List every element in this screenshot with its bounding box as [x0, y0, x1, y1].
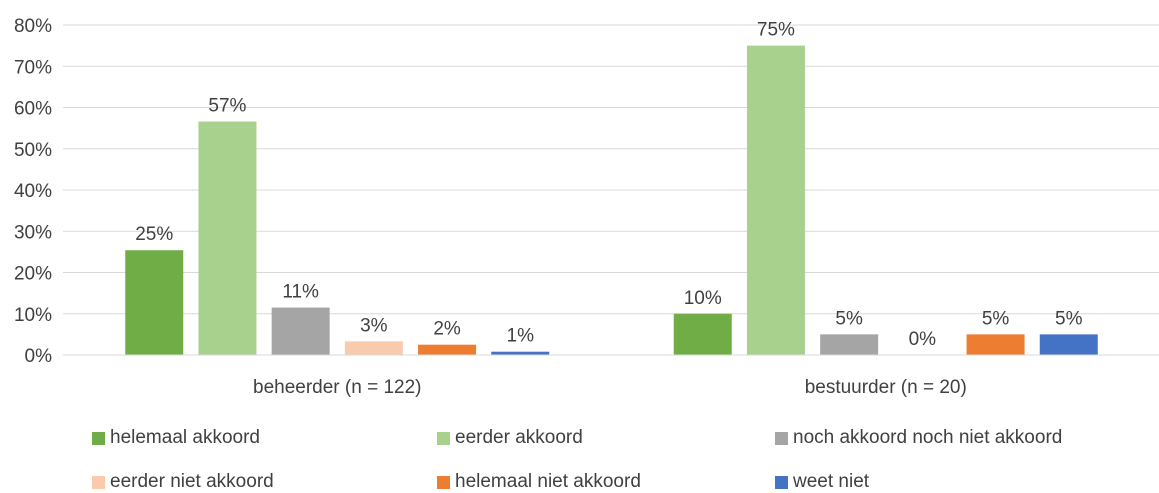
data-label: 75% — [757, 20, 795, 41]
y-tick-label: 60% — [14, 99, 52, 120]
bar — [673, 313, 732, 355]
data-label: 1% — [507, 326, 535, 347]
x-category-label: beheerder (n = 122) — [253, 377, 421, 398]
y-tick-label: 40% — [14, 181, 52, 202]
y-tick-label: 70% — [14, 57, 52, 78]
bar — [418, 344, 477, 355]
bar — [271, 307, 330, 355]
data-label: 5% — [835, 308, 863, 329]
y-tick-label: 0% — [25, 346, 53, 367]
bar — [344, 341, 403, 355]
data-label: 10% — [684, 288, 722, 309]
data-label: 11% — [282, 282, 319, 303]
data-label: 57% — [208, 96, 246, 117]
bar — [491, 351, 550, 355]
data-label: 5% — [1055, 308, 1083, 329]
y-tick-label: 20% — [14, 264, 52, 285]
bar — [125, 250, 184, 355]
bar — [746, 45, 805, 355]
y-tick-label: 80% — [14, 16, 52, 37]
bar — [1039, 334, 1098, 355]
bar — [966, 334, 1025, 355]
x-category-label: bestuurder (n = 20) — [805, 377, 967, 398]
y-tick-label: 50% — [14, 140, 52, 161]
bar — [198, 121, 257, 356]
data-label: 0% — [909, 329, 937, 350]
data-label: 5% — [982, 308, 1010, 329]
y-tick-label: 30% — [14, 222, 52, 243]
data-label: 3% — [360, 315, 388, 336]
y-tick-label: 10% — [14, 305, 52, 326]
data-label: 25% — [135, 224, 173, 245]
bar — [820, 334, 879, 355]
data-label: 2% — [433, 319, 461, 340]
